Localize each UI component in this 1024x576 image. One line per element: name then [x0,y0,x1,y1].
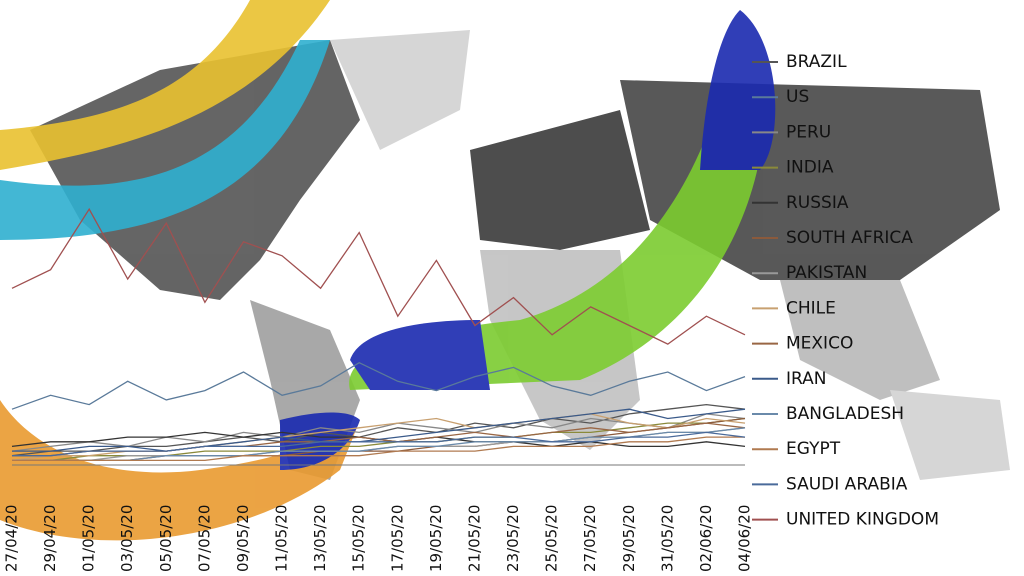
x-tick-label: 01/05/20 [80,505,98,572]
x-tick-label: 03/05/20 [118,505,136,572]
x-tick-label: 09/05/20 [234,505,252,572]
legend-label: INDIA [786,158,834,178]
x-tick-label: 04/06/20 [736,505,754,572]
legend-label: BRAZIL [786,52,847,72]
x-tick-label: 23/05/20 [504,505,522,572]
series-line [12,431,746,457]
legend-label: US [786,87,809,107]
decoration [0,0,776,541]
legend-label: CHILE [786,298,836,318]
x-tick-label: 21/05/20 [465,505,483,572]
legend-label: PAKISTAN [786,263,867,283]
x-tick-label: 02/06/20 [697,505,715,572]
legend-label: PERU [786,122,831,142]
legend-label: MEXICO [786,334,853,354]
legend-label: RUSSIA [786,193,849,213]
legend-label: SOUTH AFRICA [786,228,913,248]
series-line [11,361,746,410]
x-tick-label: 27/05/20 [581,505,599,572]
series-line [11,207,746,345]
legend-label: IRAN [786,369,826,389]
series-line [11,413,746,452]
x-tick-label: 13/05/20 [311,505,329,572]
x-tick-label: 29/04/20 [41,505,59,572]
x-tick-label: 25/05/20 [543,505,561,572]
series-line [11,403,746,457]
x-tick-label: 11/05/20 [273,505,291,572]
x-tick-label: 27/04/20 [3,505,21,572]
x-tick-label: 05/05/20 [157,505,175,572]
legend-label: EGYPT [786,439,841,459]
legend-label: UNITED KINGDOM [786,510,939,530]
series-line [12,408,746,452]
legend-label: SAUDI ARABIA [786,474,908,494]
series-line [12,436,745,462]
x-tick-label: 17/05/20 [388,505,406,572]
x-tick-label: 15/05/20 [350,505,368,572]
x-tick-label: 19/05/20 [427,505,445,572]
legend-label: BANGLADESH [786,404,904,424]
series-line [12,427,746,462]
x-tick-label: 29/05/20 [620,505,638,572]
x-tick-label: 07/05/20 [195,505,213,572]
x-tick-label: 31/05/20 [658,505,676,572]
